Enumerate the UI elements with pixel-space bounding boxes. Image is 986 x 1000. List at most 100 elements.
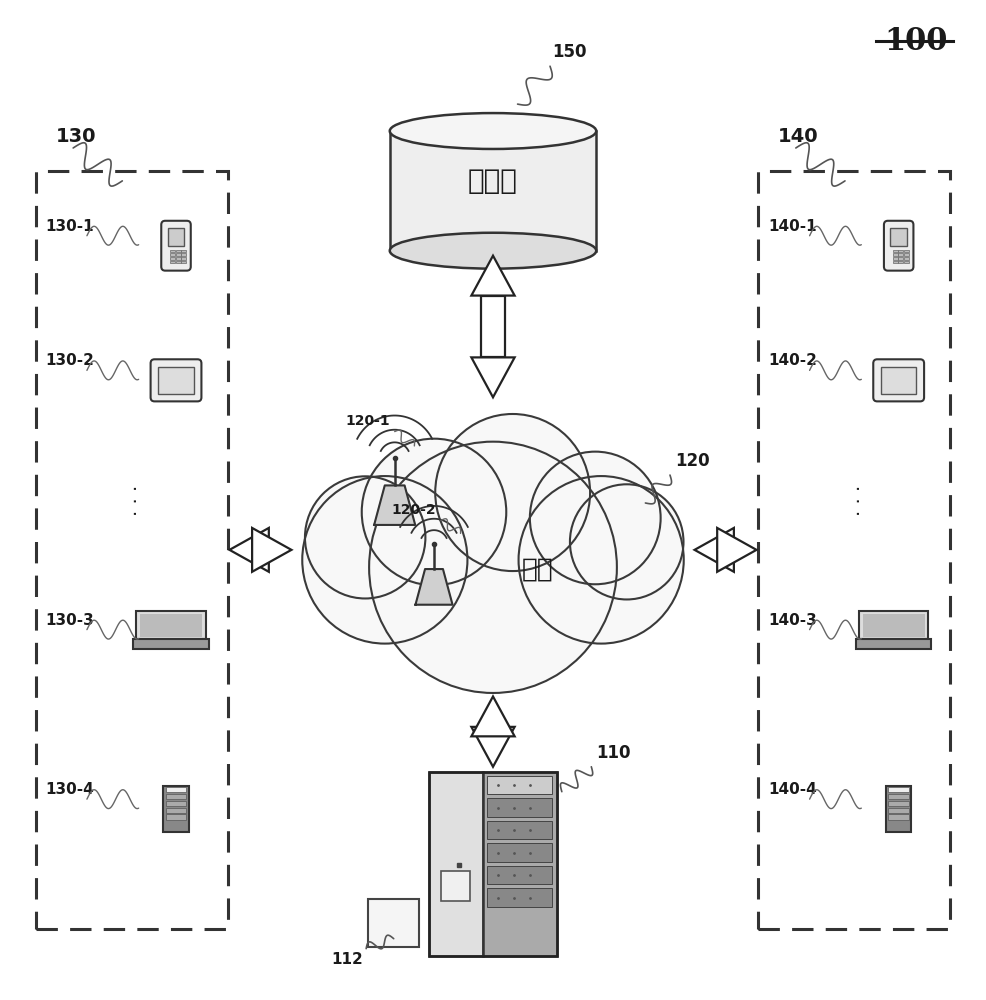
- Text: 140-1: 140-1: [768, 219, 817, 234]
- Circle shape: [435, 414, 590, 571]
- Text: 网络: 网络: [522, 557, 553, 583]
- Bar: [171, 250, 175, 252]
- Polygon shape: [694, 528, 734, 572]
- Bar: [176, 253, 180, 256]
- Circle shape: [570, 484, 683, 599]
- Bar: [888, 814, 909, 820]
- Circle shape: [529, 452, 661, 584]
- FancyBboxPatch shape: [856, 639, 932, 649]
- Text: . . .: . . .: [122, 484, 141, 516]
- Polygon shape: [374, 485, 415, 525]
- Polygon shape: [481, 296, 505, 357]
- Text: 140-2: 140-2: [768, 353, 817, 368]
- Bar: [487, 866, 552, 884]
- Text: 112: 112: [331, 952, 363, 967]
- Circle shape: [369, 442, 617, 693]
- Bar: [888, 801, 909, 806]
- Bar: [898, 261, 903, 263]
- Bar: [171, 261, 175, 263]
- FancyBboxPatch shape: [883, 221, 913, 271]
- Text: 120: 120: [674, 452, 710, 470]
- Polygon shape: [252, 538, 269, 562]
- Bar: [904, 257, 909, 260]
- Bar: [368, 899, 419, 947]
- Text: 140: 140: [778, 127, 818, 146]
- Bar: [898, 257, 903, 260]
- Bar: [904, 261, 909, 263]
- Polygon shape: [471, 256, 515, 296]
- Ellipse shape: [389, 233, 597, 269]
- Polygon shape: [252, 528, 292, 572]
- Bar: [159, 367, 193, 394]
- Circle shape: [303, 476, 467, 644]
- Text: 110: 110: [597, 744, 631, 762]
- Bar: [136, 611, 206, 639]
- Bar: [166, 808, 186, 813]
- Text: 数据库: 数据库: [468, 167, 518, 195]
- FancyBboxPatch shape: [133, 639, 209, 649]
- Bar: [487, 776, 552, 794]
- Bar: [863, 614, 925, 637]
- Text: 130: 130: [55, 127, 96, 146]
- Bar: [859, 611, 929, 639]
- Bar: [888, 787, 909, 792]
- Bar: [893, 261, 897, 263]
- Polygon shape: [717, 538, 734, 562]
- FancyBboxPatch shape: [151, 359, 201, 401]
- Text: 120-2: 120-2: [391, 503, 436, 517]
- Bar: [140, 614, 202, 637]
- Text: 130-3: 130-3: [45, 613, 95, 628]
- Bar: [441, 871, 470, 901]
- Bar: [888, 794, 909, 799]
- Text: 130-2: 130-2: [45, 353, 95, 368]
- Bar: [487, 888, 552, 907]
- Bar: [166, 814, 186, 820]
- Text: 150: 150: [552, 43, 587, 61]
- Circle shape: [305, 476, 425, 598]
- Circle shape: [519, 476, 683, 644]
- Bar: [904, 250, 909, 252]
- Bar: [483, 772, 557, 956]
- Text: 140-4: 140-4: [768, 782, 817, 797]
- Bar: [885, 786, 911, 832]
- Bar: [487, 843, 552, 862]
- Bar: [164, 786, 188, 832]
- Polygon shape: [717, 528, 756, 572]
- Polygon shape: [471, 696, 515, 736]
- Bar: [898, 253, 903, 256]
- Bar: [487, 821, 552, 839]
- Bar: [181, 257, 186, 260]
- Bar: [890, 228, 907, 246]
- Polygon shape: [471, 727, 515, 767]
- Bar: [893, 253, 897, 256]
- Bar: [429, 772, 557, 956]
- Polygon shape: [415, 569, 453, 605]
- Bar: [893, 250, 897, 252]
- Bar: [171, 253, 175, 256]
- Bar: [166, 801, 186, 806]
- Bar: [181, 253, 186, 256]
- Circle shape: [362, 439, 506, 585]
- Polygon shape: [481, 727, 505, 736]
- Bar: [35, 171, 228, 929]
- Bar: [904, 253, 909, 256]
- Bar: [168, 228, 184, 246]
- Text: 140-3: 140-3: [768, 613, 817, 628]
- Bar: [171, 257, 175, 260]
- FancyBboxPatch shape: [874, 359, 924, 401]
- Bar: [758, 171, 951, 929]
- Polygon shape: [230, 528, 269, 572]
- Bar: [166, 787, 186, 792]
- Ellipse shape: [389, 113, 597, 149]
- Text: 130-1: 130-1: [45, 219, 95, 234]
- Bar: [181, 261, 186, 263]
- Text: 100: 100: [884, 26, 948, 57]
- Bar: [176, 250, 180, 252]
- FancyBboxPatch shape: [389, 131, 597, 251]
- Bar: [881, 367, 916, 394]
- Bar: [181, 250, 186, 252]
- Bar: [429, 772, 483, 956]
- Bar: [176, 261, 180, 263]
- Bar: [898, 250, 903, 252]
- Bar: [893, 257, 897, 260]
